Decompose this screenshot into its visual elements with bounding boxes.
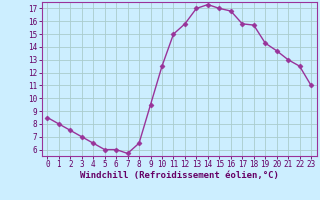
X-axis label: Windchill (Refroidissement éolien,°C): Windchill (Refroidissement éolien,°C) [80,171,279,180]
